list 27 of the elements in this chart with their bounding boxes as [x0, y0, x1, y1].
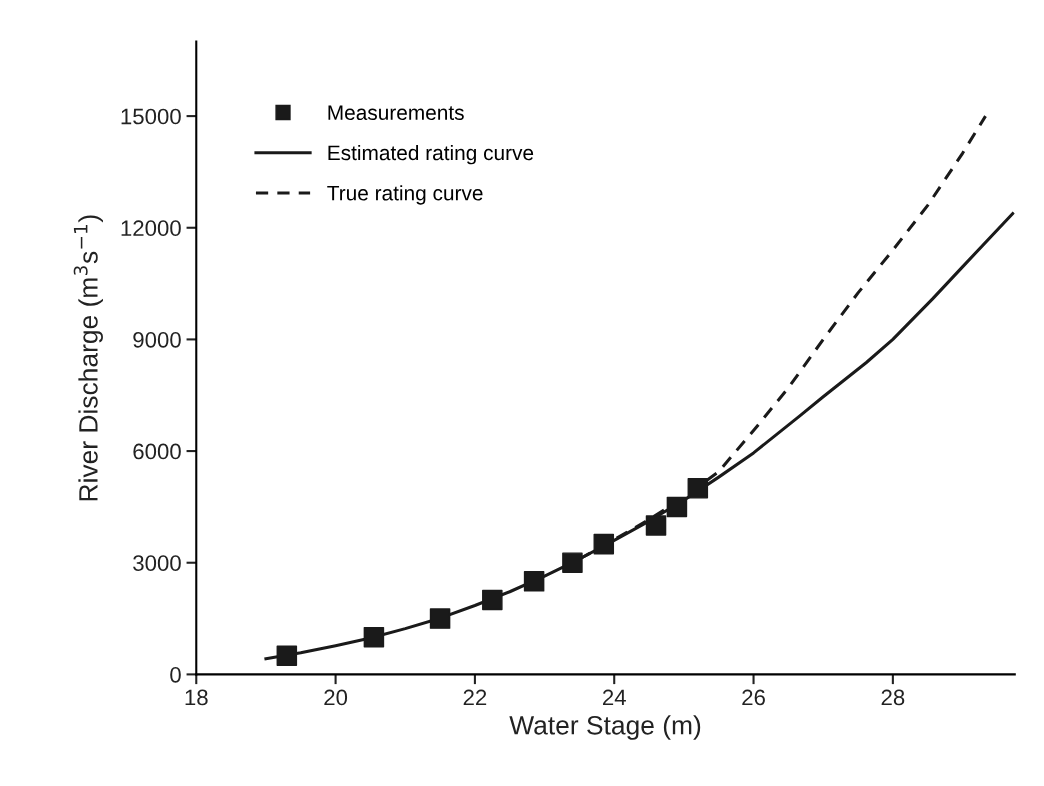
point	[666, 496, 688, 518]
point	[482, 589, 503, 611]
y-tick-label: 0	[170, 666, 181, 683]
y-tick-label: 6000	[133, 443, 181, 460]
legend-label: True rating curve	[327, 185, 483, 205]
x-tick-label: 18	[185, 689, 208, 706]
x-axis-title: Water Stage (m)	[509, 715, 701, 740]
point	[276, 645, 298, 667]
y-tick-label: 12000	[121, 220, 181, 237]
x-tick-label: 28	[881, 689, 905, 706]
x-tick-label: 20	[324, 689, 348, 706]
x-tick-label: 24	[602, 689, 626, 706]
point	[687, 478, 709, 499]
y-axis-title: River Discharge (m$^{3}$s$^{−1}$)	[73, 215, 103, 501]
point	[562, 552, 583, 573]
legend-label: Measurements	[328, 105, 464, 120]
y-tick-label: 3000	[133, 555, 181, 571]
legend-label: Estimated rating curve	[328, 144, 534, 165]
point	[429, 608, 451, 629]
point	[645, 515, 667, 536]
y-tick-label: 9000	[133, 331, 181, 348]
x-tick-label: 26	[742, 689, 765, 706]
y-tick-label: 15000	[121, 108, 181, 125]
point	[523, 571, 545, 592]
point	[363, 626, 385, 648]
x-tick-label: 22	[463, 689, 487, 706]
point	[593, 533, 615, 555]
